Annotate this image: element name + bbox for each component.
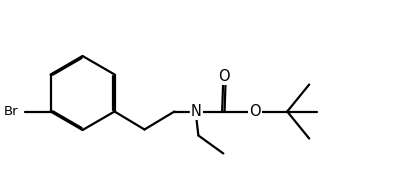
Text: O: O [219,69,230,84]
Text: Br: Br [4,105,19,118]
Text: O: O [249,104,261,119]
Text: N: N [191,104,202,119]
